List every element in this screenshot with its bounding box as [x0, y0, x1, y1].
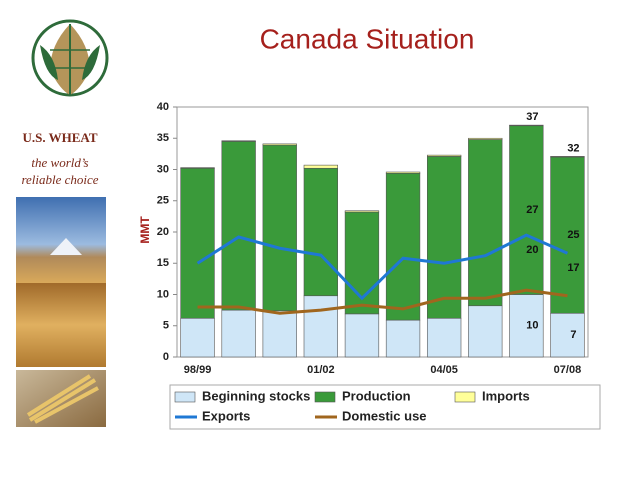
- bar-segment: [303, 167, 339, 297]
- bar-segment: [385, 171, 421, 174]
- bar-segment: [262, 143, 297, 146]
- legend: [169, 384, 601, 430]
- x-tick-label: 98/99: [184, 364, 212, 376]
- legend-label: Imports: [482, 388, 530, 403]
- field-image: [16, 283, 106, 367]
- bar-segment: [180, 317, 215, 358]
- bar-segment: [262, 144, 297, 312]
- bar-segment: [180, 167, 215, 319]
- mountain: [50, 238, 82, 255]
- y-tick-label: 25: [157, 195, 169, 207]
- x-tick-label: 01/02: [307, 364, 335, 376]
- y-axis-label: MMT: [138, 216, 152, 244]
- bar-segment: [426, 156, 462, 319]
- bar-segment: [426, 317, 462, 358]
- total-label: 32: [567, 142, 579, 154]
- y-tick-label: 35: [157, 132, 169, 144]
- data-label: 7: [570, 329, 576, 341]
- bar-segment: [468, 305, 503, 358]
- tagline: the world’s: [31, 155, 88, 170]
- landscape-image: [16, 197, 106, 283]
- bar-segment: [180, 167, 215, 169]
- x-tick-label: 04/05: [430, 364, 458, 376]
- y-tick-label: 40: [157, 101, 169, 113]
- legend-label: Beginning stocks: [202, 388, 310, 403]
- legend-swatch: [454, 391, 476, 403]
- bar-segment: [385, 319, 421, 358]
- data-label: 17: [567, 262, 579, 274]
- y-tick-label: 10: [157, 288, 169, 300]
- bar-segment: [262, 310, 297, 358]
- legend-swatch: [174, 391, 196, 403]
- y-tick-label: 0: [163, 351, 169, 363]
- bar-segment: [550, 156, 585, 314]
- bar-segment: [426, 154, 462, 157]
- legend-swatch: [314, 391, 336, 403]
- wheat-bundle: [26, 374, 99, 424]
- legend-label: Production: [342, 388, 411, 403]
- y-tick-label: 20: [157, 226, 169, 238]
- slide-title: Canada Situation: [260, 23, 475, 54]
- data-label: 20: [526, 244, 538, 256]
- tagline: reliable choice: [21, 172, 98, 187]
- y-tick-label: 15: [157, 257, 169, 269]
- bar-segment: [344, 313, 380, 358]
- bar-segment: [303, 164, 339, 169]
- bar-segment: [385, 172, 421, 321]
- line: [197, 288, 568, 315]
- bar-segment: [221, 141, 256, 311]
- bar-segment: [344, 210, 380, 213]
- legend-label: Domestic use: [342, 408, 427, 423]
- bar-segment: [550, 312, 585, 358]
- data-label: 27: [526, 204, 538, 216]
- bar-segment: [509, 124, 544, 127]
- bar-segment: [468, 137, 503, 140]
- line: [196, 233, 569, 301]
- bar-segment: [509, 294, 544, 358]
- logo: [31, 19, 109, 97]
- bar-segment: [221, 140, 256, 142]
- bar-segment: [221, 309, 256, 358]
- brand: U.S. WHEAT: [22, 130, 97, 145]
- bar-segment: [468, 139, 503, 307]
- bar-segment: [509, 125, 544, 295]
- x-tick-label: 07/08: [554, 364, 582, 376]
- data-label: 10: [526, 320, 538, 332]
- total-label: 37: [526, 111, 538, 123]
- bar-segment: [550, 156, 585, 158]
- y-tick-label: 5: [163, 320, 169, 332]
- y-tick-label: 30: [157, 163, 169, 175]
- bar-segment: [303, 295, 339, 358]
- legend-label: Exports: [202, 408, 250, 423]
- data-label: 25: [567, 229, 579, 241]
